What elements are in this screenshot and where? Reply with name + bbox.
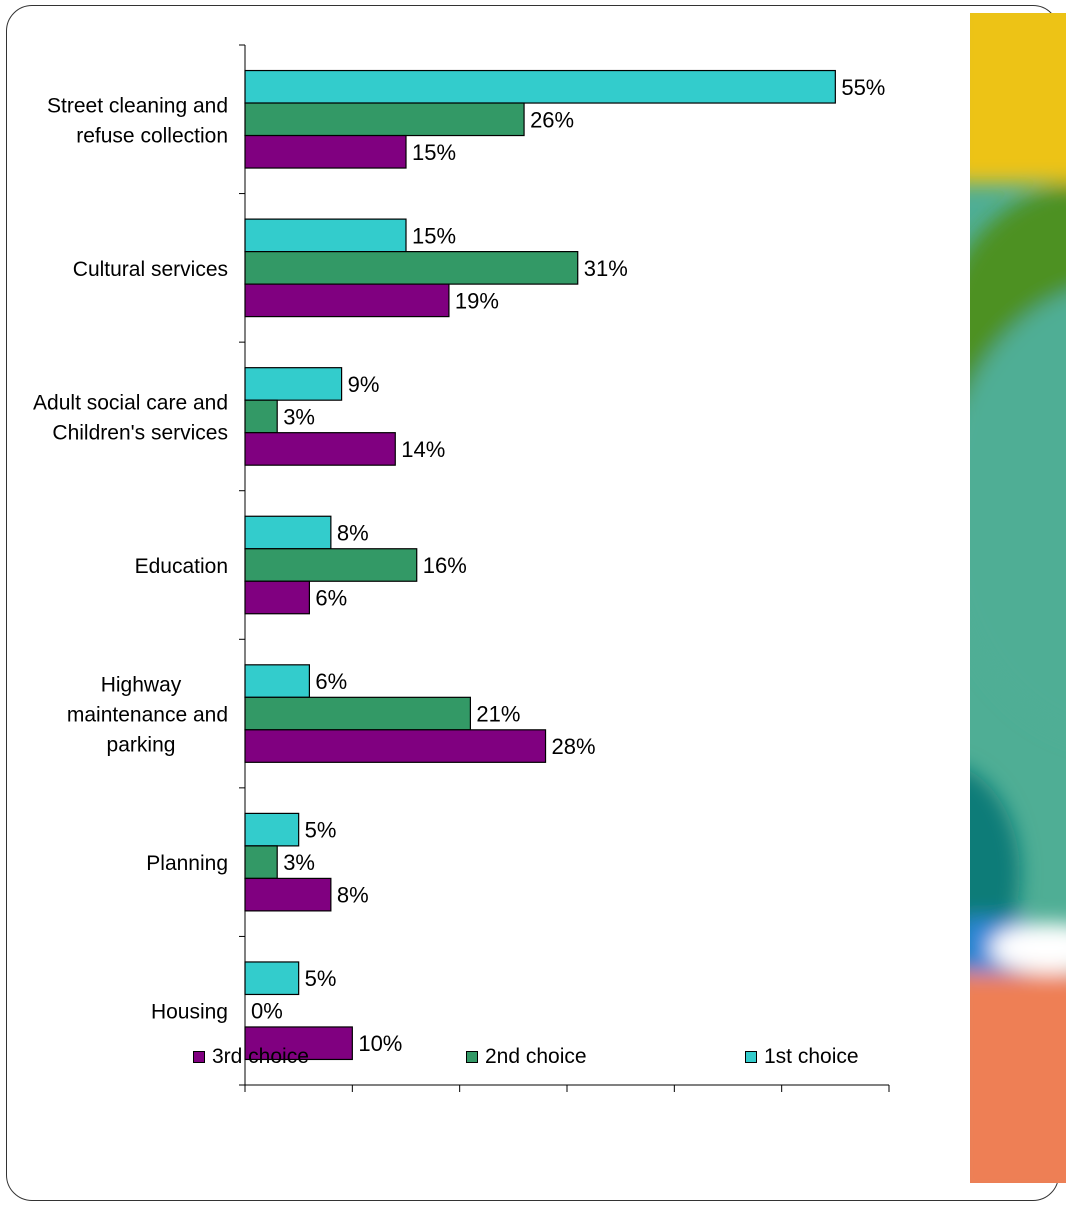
bar-3-6 [244, 1026, 353, 1061]
data-label: 14% [401, 437, 445, 462]
bar-3-2 [244, 432, 396, 466]
bar-1-3 [244, 515, 332, 550]
data-label: 3% [283, 850, 315, 875]
labels: 55% 26% 15% Street cleaning and refuse colle… [33, 75, 885, 1056]
data-label: 5% [305, 818, 337, 843]
bar-3-4 [244, 729, 547, 763]
data-label: 0% [251, 999, 283, 1024]
bar-2-5 [244, 845, 278, 879]
legend-label-3rd: 3rd choice [212, 1045, 309, 1068]
decorative-color-band [970, 13, 1066, 1183]
category-label: Children's services [52, 421, 228, 444]
bar-3-0 [244, 134, 407, 169]
legend-label-1st: 1st choice [764, 1045, 859, 1068]
bar-2-3 [244, 548, 418, 582]
bar-1-5 [244, 812, 300, 847]
data-label: 3% [283, 404, 315, 429]
category-label: Education [135, 555, 228, 578]
legend-item-2nd: 2nd choice [466, 1045, 587, 1069]
legend-item-3rd: 3rd choice [193, 1045, 309, 1069]
data-label: 8% [337, 521, 369, 546]
data-label: 21% [476, 702, 520, 727]
category-label: parking [107, 734, 176, 757]
data-label: 26% [530, 107, 574, 132]
legend-swatch-1st [745, 1051, 757, 1063]
bars [244, 69, 836, 1061]
data-label: 16% [423, 553, 467, 578]
bar-2-0 [244, 102, 525, 137]
data-label: 6% [315, 586, 347, 611]
bar-3-3 [244, 580, 311, 615]
legend-swatch-2nd [466, 1051, 478, 1063]
data-label: 10% [358, 1031, 402, 1056]
bar-2-1 [244, 251, 579, 285]
category-label: Street cleaning and [47, 94, 228, 117]
data-label: 28% [552, 734, 596, 759]
bar-1-2 [244, 367, 343, 401]
data-label: 5% [305, 966, 337, 991]
category-label: refuse collection [76, 124, 228, 147]
data-label: 6% [315, 669, 347, 694]
data-label: 31% [584, 256, 628, 281]
legend-item-1st: 1st choice [745, 1045, 859, 1069]
bar-2-4 [244, 696, 471, 731]
bar-1-1 [244, 218, 407, 253]
bar-2-2 [244, 399, 278, 434]
category-label: maintenance and [67, 704, 228, 727]
data-label: 19% [455, 288, 499, 313]
data-label: 15% [412, 223, 456, 248]
data-label: 15% [412, 140, 456, 165]
chart-frame [6, 5, 1059, 1201]
bar-1-4 [244, 664, 311, 698]
category-label: Highway [101, 674, 182, 697]
data-label: 8% [337, 883, 369, 908]
data-label: 9% [348, 372, 380, 397]
legend-swatch-3rd [193, 1051, 205, 1063]
category-label: Cultural services [73, 258, 228, 281]
bar-3-1 [244, 283, 450, 318]
bar-1-6 [244, 961, 300, 996]
data-label: 55% [841, 75, 885, 100]
bar-3-5 [244, 877, 332, 912]
category-label: Adult social care and [33, 391, 228, 414]
legend-label-2nd: 2nd choice [485, 1045, 587, 1068]
category-label: Housing [151, 1001, 228, 1024]
bar-1-0 [244, 69, 836, 104]
category-label: Planning [146, 852, 228, 875]
